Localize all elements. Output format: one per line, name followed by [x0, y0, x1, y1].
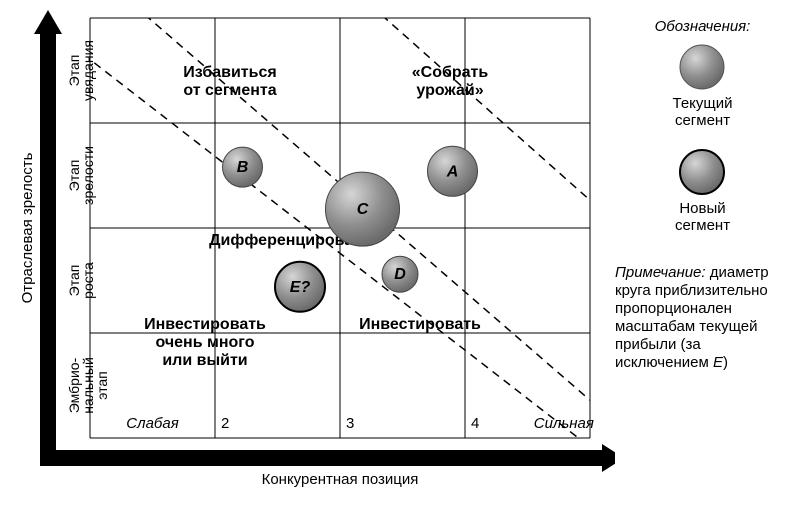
svg-text:A: A [446, 163, 459, 180]
legend-label-new: Новыйсегмент [615, 200, 790, 235]
svg-text:Конкурентная позиция: Конкурентная позиция [262, 471, 419, 488]
svg-text:B: B [237, 159, 249, 176]
legend-bubble-new [615, 144, 790, 200]
legend-title: Обозначения: [615, 18, 790, 35]
note-tail-end: ) [723, 354, 728, 371]
legend-label-current: Текущийсегмент [615, 95, 790, 130]
svg-text:4: 4 [471, 415, 479, 432]
svg-text:Инвестировать: Инвестировать [359, 316, 481, 333]
legend-bubble-current [615, 39, 790, 95]
svg-text:C: C [357, 201, 369, 218]
legend-panel: Обозначения: Текущийсегмент Новыйсегмент… [615, 0, 790, 505]
svg-text:«Собратьурожай»: «Собратьурожай» [412, 64, 489, 99]
svg-text:Этапувядания: Этапувядания [66, 40, 96, 101]
segment-matrix-chart: ЭтапувяданияЭтапзрелостиЭтапростаЭмбрио-… [0, 0, 615, 505]
svg-text:Сильная: Сильная [534, 415, 594, 432]
svg-text:3: 3 [346, 415, 354, 432]
svg-text:D: D [394, 266, 406, 283]
svg-text:Избавитьсяот сегмента: Избавитьсяот сегмента [183, 64, 276, 99]
note-tail-italic: E [713, 354, 723, 371]
note-text: Примечание: диаметр круга приблизительно… [615, 264, 790, 372]
svg-text:2: 2 [221, 415, 229, 432]
svg-text:Этапроста: Этапроста [66, 262, 96, 299]
svg-text:Отраслевая зрелость: Отраслевая зрелость [19, 152, 36, 303]
svg-text:Этапзрелости: Этапзрелости [66, 146, 96, 205]
svg-text:Слабая: Слабая [126, 415, 178, 432]
svg-text:E?: E? [290, 279, 311, 296]
note-head: Примечание: [615, 264, 706, 281]
